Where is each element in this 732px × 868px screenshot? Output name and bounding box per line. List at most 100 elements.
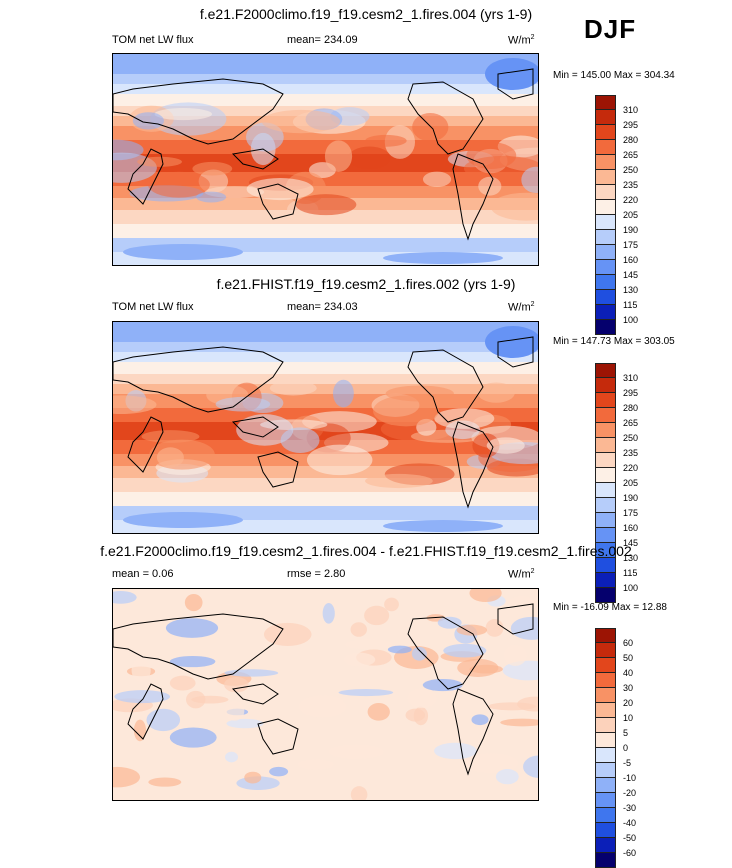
- map-band: [113, 322, 538, 332]
- colorbar-box: [595, 200, 616, 215]
- colorbar-tick-label: -50: [623, 833, 637, 843]
- coastline: [452, 421, 494, 509]
- map-blob: [132, 112, 164, 130]
- panel1-map: [112, 53, 539, 266]
- map-band: [113, 394, 538, 408]
- colorbar-tick-label: 250: [623, 433, 639, 443]
- map-blob: [383, 252, 503, 264]
- map-blob: [407, 687, 437, 709]
- map-blob: [472, 433, 500, 458]
- colorbar-tick-label: 265: [623, 418, 639, 428]
- map-blob: [297, 759, 335, 770]
- map-blob: [146, 708, 181, 732]
- map-band: [113, 224, 538, 238]
- map-blob: [463, 155, 538, 182]
- map-blob: [169, 727, 217, 748]
- map-blob: [383, 520, 503, 532]
- colorbar-box: [595, 748, 616, 763]
- colorbar-tick-label: 205: [623, 210, 639, 220]
- colorbar-box: [595, 290, 616, 305]
- coastline: [127, 416, 164, 473]
- colorbar-tick-label: 175: [623, 240, 639, 250]
- colorbar-box: [595, 453, 616, 468]
- colorbar-box: [595, 688, 616, 703]
- coastline: [257, 718, 299, 755]
- coastline: [497, 603, 534, 635]
- panel3-units: W/m2: [508, 568, 535, 581]
- map-blob: [521, 166, 538, 194]
- colorbar-box: [595, 823, 616, 838]
- map-blob: [517, 696, 538, 712]
- colorbar-box: [595, 628, 616, 643]
- map-blob: [365, 134, 407, 147]
- colorbar-tick-label: 235: [623, 180, 639, 190]
- map-blob: [224, 669, 279, 677]
- coastline: [407, 616, 484, 690]
- map-blob: [226, 718, 264, 729]
- map-blob: [123, 512, 243, 528]
- map-blob: [280, 427, 320, 454]
- map-blob: [224, 701, 245, 721]
- colorbar-tick-label: 250: [623, 165, 639, 175]
- coastline: [113, 346, 284, 413]
- colorbar-box: [595, 363, 616, 378]
- coastline: [452, 688, 494, 776]
- panel1-variable: TOM net LW flux: [112, 34, 194, 46]
- colorbar-box: [595, 230, 616, 245]
- colorbar-box: [595, 763, 616, 778]
- map-blob: [192, 161, 233, 176]
- colorbar-tick-label: 295: [623, 388, 639, 398]
- map-blob: [298, 695, 347, 718]
- colorbar-tick-label: 115: [623, 568, 638, 578]
- colorbar-box: [595, 305, 616, 320]
- colorbar-box: [595, 838, 616, 853]
- colorbar-box: [595, 643, 616, 658]
- coastline: [127, 148, 164, 205]
- colorbar-tick-label: -20: [623, 788, 637, 798]
- colorbar-tick-label: 130: [623, 553, 639, 563]
- map-blob: [113, 395, 157, 415]
- coastline: [231, 416, 279, 438]
- map-blob: [295, 194, 357, 216]
- map-band: [113, 384, 538, 394]
- colorbar-box: [595, 543, 616, 558]
- map-blob: [191, 695, 229, 704]
- colorbar-tick-label: 30: [623, 683, 634, 693]
- map-blob: [387, 645, 412, 654]
- coastline: [497, 68, 534, 100]
- colorbar-tick-label: 0: [623, 743, 629, 753]
- map-blob: [490, 192, 538, 221]
- colorbar-box: [595, 673, 616, 688]
- map-blob: [324, 140, 353, 172]
- panel3-map: [112, 588, 539, 801]
- colorbar-box: [595, 438, 616, 453]
- map-band: [113, 210, 538, 224]
- colorbar-box: [595, 378, 616, 393]
- map-band: [113, 74, 538, 84]
- colorbar-tick-label: 175: [623, 508, 639, 518]
- panel2-units: W/m2: [508, 301, 535, 314]
- map-blob: [224, 677, 249, 693]
- colorbar-tick-label: 265: [623, 150, 639, 160]
- colorbar-box: [595, 95, 616, 110]
- map-blob: [350, 622, 367, 637]
- map-blob: [338, 689, 394, 697]
- coastline: [231, 148, 279, 170]
- map-blob: [510, 616, 538, 640]
- colorbar-tick-label: 220: [623, 463, 639, 473]
- map-blob: [422, 678, 463, 692]
- panel3-rmse: rmse = 2.80: [287, 568, 346, 580]
- colorbar-box: [595, 498, 616, 513]
- map-blob: [367, 703, 390, 721]
- map-blob: [434, 742, 477, 760]
- colorbar-box: [595, 155, 616, 170]
- map-band: [113, 362, 538, 374]
- coastline: [257, 451, 299, 488]
- colorbar-tick-label: 50: [623, 653, 634, 663]
- colorbar-tick-label: -40: [623, 818, 637, 828]
- colorbar-tick-label: 130: [623, 285, 639, 295]
- map-blob: [471, 714, 489, 726]
- panel2-minmax: Min = 147.73 Max = 303.05: [553, 336, 675, 347]
- map-blob: [169, 656, 216, 668]
- map-blob: [263, 622, 312, 646]
